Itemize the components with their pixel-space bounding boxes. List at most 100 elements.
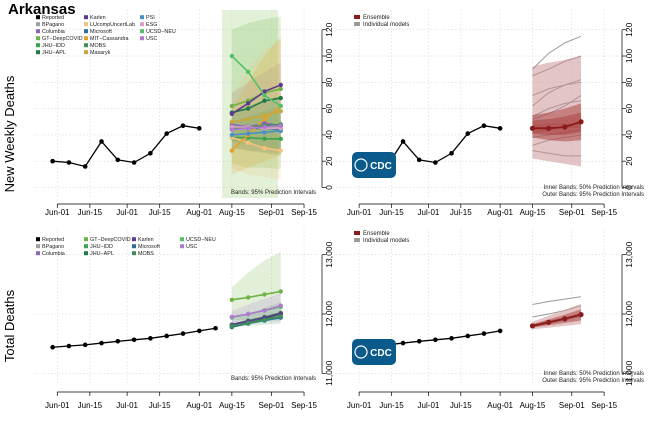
x-tick-label: Jun-15 — [78, 401, 103, 410]
legend-swatch — [140, 36, 144, 41]
model-point — [245, 295, 251, 300]
legend-label: Ensemble — [363, 231, 390, 237]
y-tick-label: 100 — [324, 49, 334, 63]
y-tick-label: 20 — [324, 156, 334, 166]
reported-point — [164, 131, 169, 136]
model-point — [229, 103, 235, 109]
legend-label: Reported — [42, 237, 64, 243]
x-tick-label: Sep-01 — [259, 208, 285, 217]
reported-point — [449, 151, 454, 156]
cdc-logo-text: CDC — [370, 161, 392, 172]
cdc-logo-badge — [352, 339, 396, 365]
reported-point — [196, 126, 202, 131]
x-tick-label: Aug-15 — [520, 208, 546, 217]
reported-point — [99, 340, 104, 346]
reported-point — [131, 160, 137, 165]
y-tick-label: 11,000 — [324, 360, 334, 386]
ensemble-line — [532, 313, 582, 327]
legend-swatch — [180, 237, 184, 242]
legend-label: GT−DeepCOVID — [90, 237, 131, 243]
legend-label: JHU−APL — [42, 50, 66, 56]
legend-swatch — [36, 251, 40, 256]
legend-swatch — [36, 22, 40, 27]
legend-swatch — [84, 237, 88, 242]
legend-label: UCSD−NEU — [146, 29, 176, 35]
reported-point — [400, 139, 406, 144]
model-line — [231, 84, 282, 115]
reported-point — [180, 123, 186, 128]
reported-point — [82, 342, 88, 348]
x-tick-label: Sep-15 — [591, 208, 617, 217]
model-point — [278, 103, 283, 109]
chart-panel-total-models: Jun-01 Jun-15 Jul-01 Jul-15 Aug-01 Aug-15 Sep-… — [34, 228, 334, 410]
ensemble-point — [529, 125, 536, 131]
y-tick-label: 100 — [624, 49, 634, 63]
x-tick-label: Jun-01 — [347, 208, 372, 217]
legend-swatch — [36, 29, 40, 34]
model-point — [245, 131, 251, 136]
prediction-band — [231, 62, 281, 154]
x-tick-label: Aug-01 — [487, 401, 513, 410]
reported-point — [213, 325, 218, 331]
model-point — [278, 148, 283, 153]
x-tick-label: Sep-01 — [559, 401, 585, 410]
x-tick-label: Jul-01 — [418, 208, 440, 217]
x-tick-label: Jul-15 — [450, 208, 472, 217]
bands-note-inner: Inner Bands: 50% Prediction Intervals — [544, 185, 644, 191]
reported-point — [66, 160, 72, 165]
legend-swatch — [180, 244, 184, 249]
legend-swatch — [36, 36, 40, 41]
x-tick-label: Jun-15 — [78, 208, 103, 217]
y-tick-label: 120 — [324, 22, 334, 36]
chart-panel-weekly-ensemble: Jun-01 Jun-15 Jul-01 Jul-15 Aug-01 Aug-15 Sep-… — [336, 10, 644, 217]
y-tick-label: 60 — [324, 104, 334, 114]
x-tick-label: Aug-01 — [186, 208, 212, 217]
ensemble-point — [562, 316, 568, 322]
bands-note-outer: Outer Bands: 95% Prediction Intervals — [542, 192, 644, 198]
legend-swatch — [36, 50, 40, 55]
x-tick-label: Jul-15 — [149, 401, 171, 410]
reported-point — [433, 160, 438, 165]
model-point — [262, 98, 267, 103]
x-tick-label: Jul-15 — [450, 401, 472, 410]
reported-point — [148, 151, 153, 156]
legend-swatch — [140, 15, 144, 20]
model-line — [231, 136, 281, 140]
bands-note: Bands: 95% Prediction Intervals — [231, 190, 316, 196]
legend-label: Ensemble — [363, 15, 390, 21]
legend-swatch — [140, 29, 144, 34]
model-point — [262, 308, 267, 313]
reported-point — [433, 337, 438, 343]
x-tick-label: Aug-15 — [520, 401, 546, 410]
legend-label: Individual models — [363, 22, 409, 28]
legend-label: BPagano — [42, 244, 64, 250]
model-point — [278, 109, 283, 114]
bands-note-inner: Inner Bands: 50% Prediction Intervals — [544, 371, 644, 377]
model-line — [231, 130, 281, 136]
reported-point — [50, 158, 55, 164]
y-tick-label: 20 — [624, 156, 634, 166]
reported-point — [164, 333, 169, 339]
model-point — [262, 292, 267, 297]
prediction-band — [231, 16, 281, 170]
reported-point — [196, 328, 202, 334]
model-point — [229, 111, 235, 117]
reported-point — [115, 157, 121, 163]
legend-swatch — [36, 43, 40, 48]
model-line — [231, 110, 281, 123]
ensemble-point — [546, 125, 552, 131]
model-line — [231, 55, 282, 107]
bands-note-outer: Outer Bands: 95% Prediction Intervals — [542, 378, 644, 384]
ensemble-point — [578, 119, 584, 125]
legend-label: Reported — [42, 15, 64, 21]
x-tick-label: Jul-01 — [116, 401, 138, 410]
legend-label: Karlen — [138, 237, 154, 243]
model-line — [231, 124, 281, 131]
model-point — [262, 130, 267, 135]
x-tick-label: Jul-01 — [116, 208, 138, 217]
model-point — [278, 314, 283, 319]
y-tick-label: 40 — [324, 130, 334, 140]
legend-label: MIT−Cassandra — [90, 36, 129, 42]
model-point — [245, 106, 251, 111]
y-tick-label: 12,000 — [324, 301, 334, 327]
